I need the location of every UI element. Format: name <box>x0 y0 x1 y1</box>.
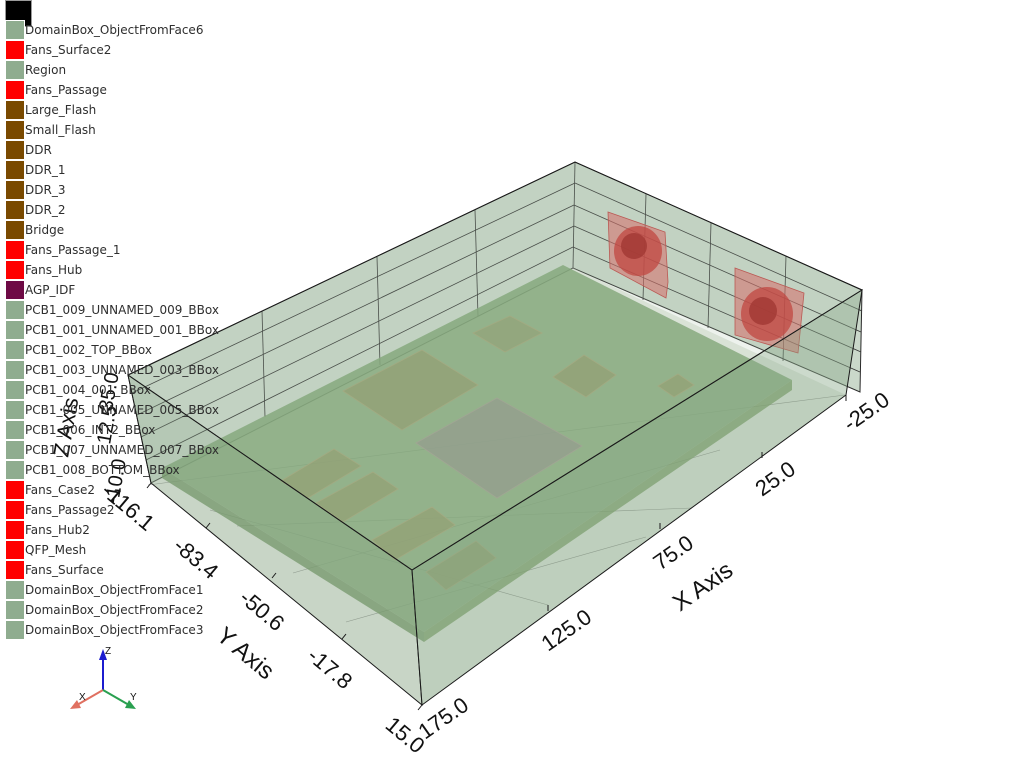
legend-swatch <box>5 460 25 480</box>
legend-label: Fans_Passage_1 <box>25 243 121 257</box>
legend-label: Fans_Surface2 <box>25 43 111 57</box>
y-axis-arrow <box>103 690 129 705</box>
legend-label: PCB1_003_UNNAMED_003_BBox <box>25 363 219 377</box>
legend-swatch <box>5 300 25 320</box>
x-tick-label: 25.0 <box>751 456 800 501</box>
legend-label: Bridge <box>25 223 64 237</box>
legend-swatch <box>5 220 25 240</box>
legend-label: PCB1_002_TOP_BBox <box>25 343 152 357</box>
legend-swatch <box>5 20 25 40</box>
legend-swatch <box>5 140 25 160</box>
x-axis-title: X Axis <box>668 557 738 617</box>
legend-label: PCB1_009_UNNAMED_009_BBox <box>25 303 219 317</box>
legend-swatch <box>5 320 25 340</box>
orientation-x-label: X <box>79 692 86 703</box>
legend-label: DDR_3 <box>25 183 65 197</box>
legend-label: Fans_Hub <box>25 263 82 277</box>
x-tick-label: -25.0 <box>839 387 894 436</box>
legend-swatch <box>5 40 25 60</box>
legend-swatch <box>5 100 25 120</box>
legend-swatch <box>5 420 25 440</box>
legend-label: Small_Flash <box>25 123 96 137</box>
legend-swatch <box>5 340 25 360</box>
legend-label: DomainBox_ObjectFromFace2 <box>25 603 203 617</box>
orientation-y-label: Y <box>130 692 137 703</box>
legend-label: Fans_Hub2 <box>25 523 90 537</box>
legend-swatch <box>5 360 25 380</box>
legend-label: Large_Flash <box>25 103 96 117</box>
legend-swatch <box>5 120 25 140</box>
legend-label: PCB1_008_BOTTOM_BBox <box>25 463 180 477</box>
legend-swatch <box>5 80 25 100</box>
legend-label: DomainBox_ObjectFromFace3 <box>25 623 203 637</box>
legend-swatch <box>5 280 25 300</box>
legend-swatch <box>5 60 25 80</box>
legend-swatch <box>5 200 25 220</box>
orientation-widget[interactable]: Z X Y <box>70 646 137 709</box>
legend-label: Fans_Passage2 <box>25 503 115 517</box>
legend-label: DDR <box>25 143 52 157</box>
legend-swatch <box>5 240 25 260</box>
domain-box-front <box>128 162 862 705</box>
legend-swatch <box>5 400 25 420</box>
legend-swatch <box>5 440 25 460</box>
legend-label: PCB1_006_INT2_BBox <box>25 423 155 437</box>
legend-swatch <box>5 560 25 580</box>
legend-swatch <box>5 500 25 520</box>
legend-swatch <box>5 600 25 620</box>
legend-swatch <box>5 580 25 600</box>
legend-swatch <box>5 380 25 400</box>
legend-label: Fans_Surface <box>25 563 104 577</box>
legend-swatch <box>5 520 25 540</box>
legend-label: DDR_2 <box>25 203 65 217</box>
legend-swatch <box>5 620 25 640</box>
legend-label: PCB1_001_UNNAMED_001_BBox <box>25 323 219 337</box>
y-tick-label: -17.8 <box>303 643 357 694</box>
y-tick-label: -83.4 <box>169 533 223 584</box>
legend-swatch <box>5 160 25 180</box>
legend-label: QFP_Mesh <box>25 543 86 557</box>
orientation-z-label: Z <box>105 646 111 657</box>
legend-label: DDR_1 <box>25 163 65 177</box>
legend-swatch <box>5 480 25 500</box>
legend-label: AGP_IDF <box>25 283 75 297</box>
y-tick-label: -50.6 <box>235 585 289 636</box>
x-tick-label: 75.0 <box>649 530 698 575</box>
legend-swatch <box>5 260 25 280</box>
legend-swatch <box>5 540 25 560</box>
legend-label: Region <box>25 63 66 77</box>
legend-label: PCB1_004_001_BBox <box>25 383 151 397</box>
legend-label: DomainBox_ObjectFromFace1 <box>25 583 203 597</box>
legend-swatch <box>5 180 25 200</box>
legend-label: DomainBox_ObjectFromFace6 <box>25 23 203 37</box>
legend-label: Fans_Passage <box>25 83 107 97</box>
legend-label: Fans_Case2 <box>25 483 95 497</box>
legend-label: PCB1_005_UNNAMED_005_BBox <box>25 403 219 417</box>
legend-label: PCB1_007_UNNAMED_007_BBox <box>25 443 219 457</box>
